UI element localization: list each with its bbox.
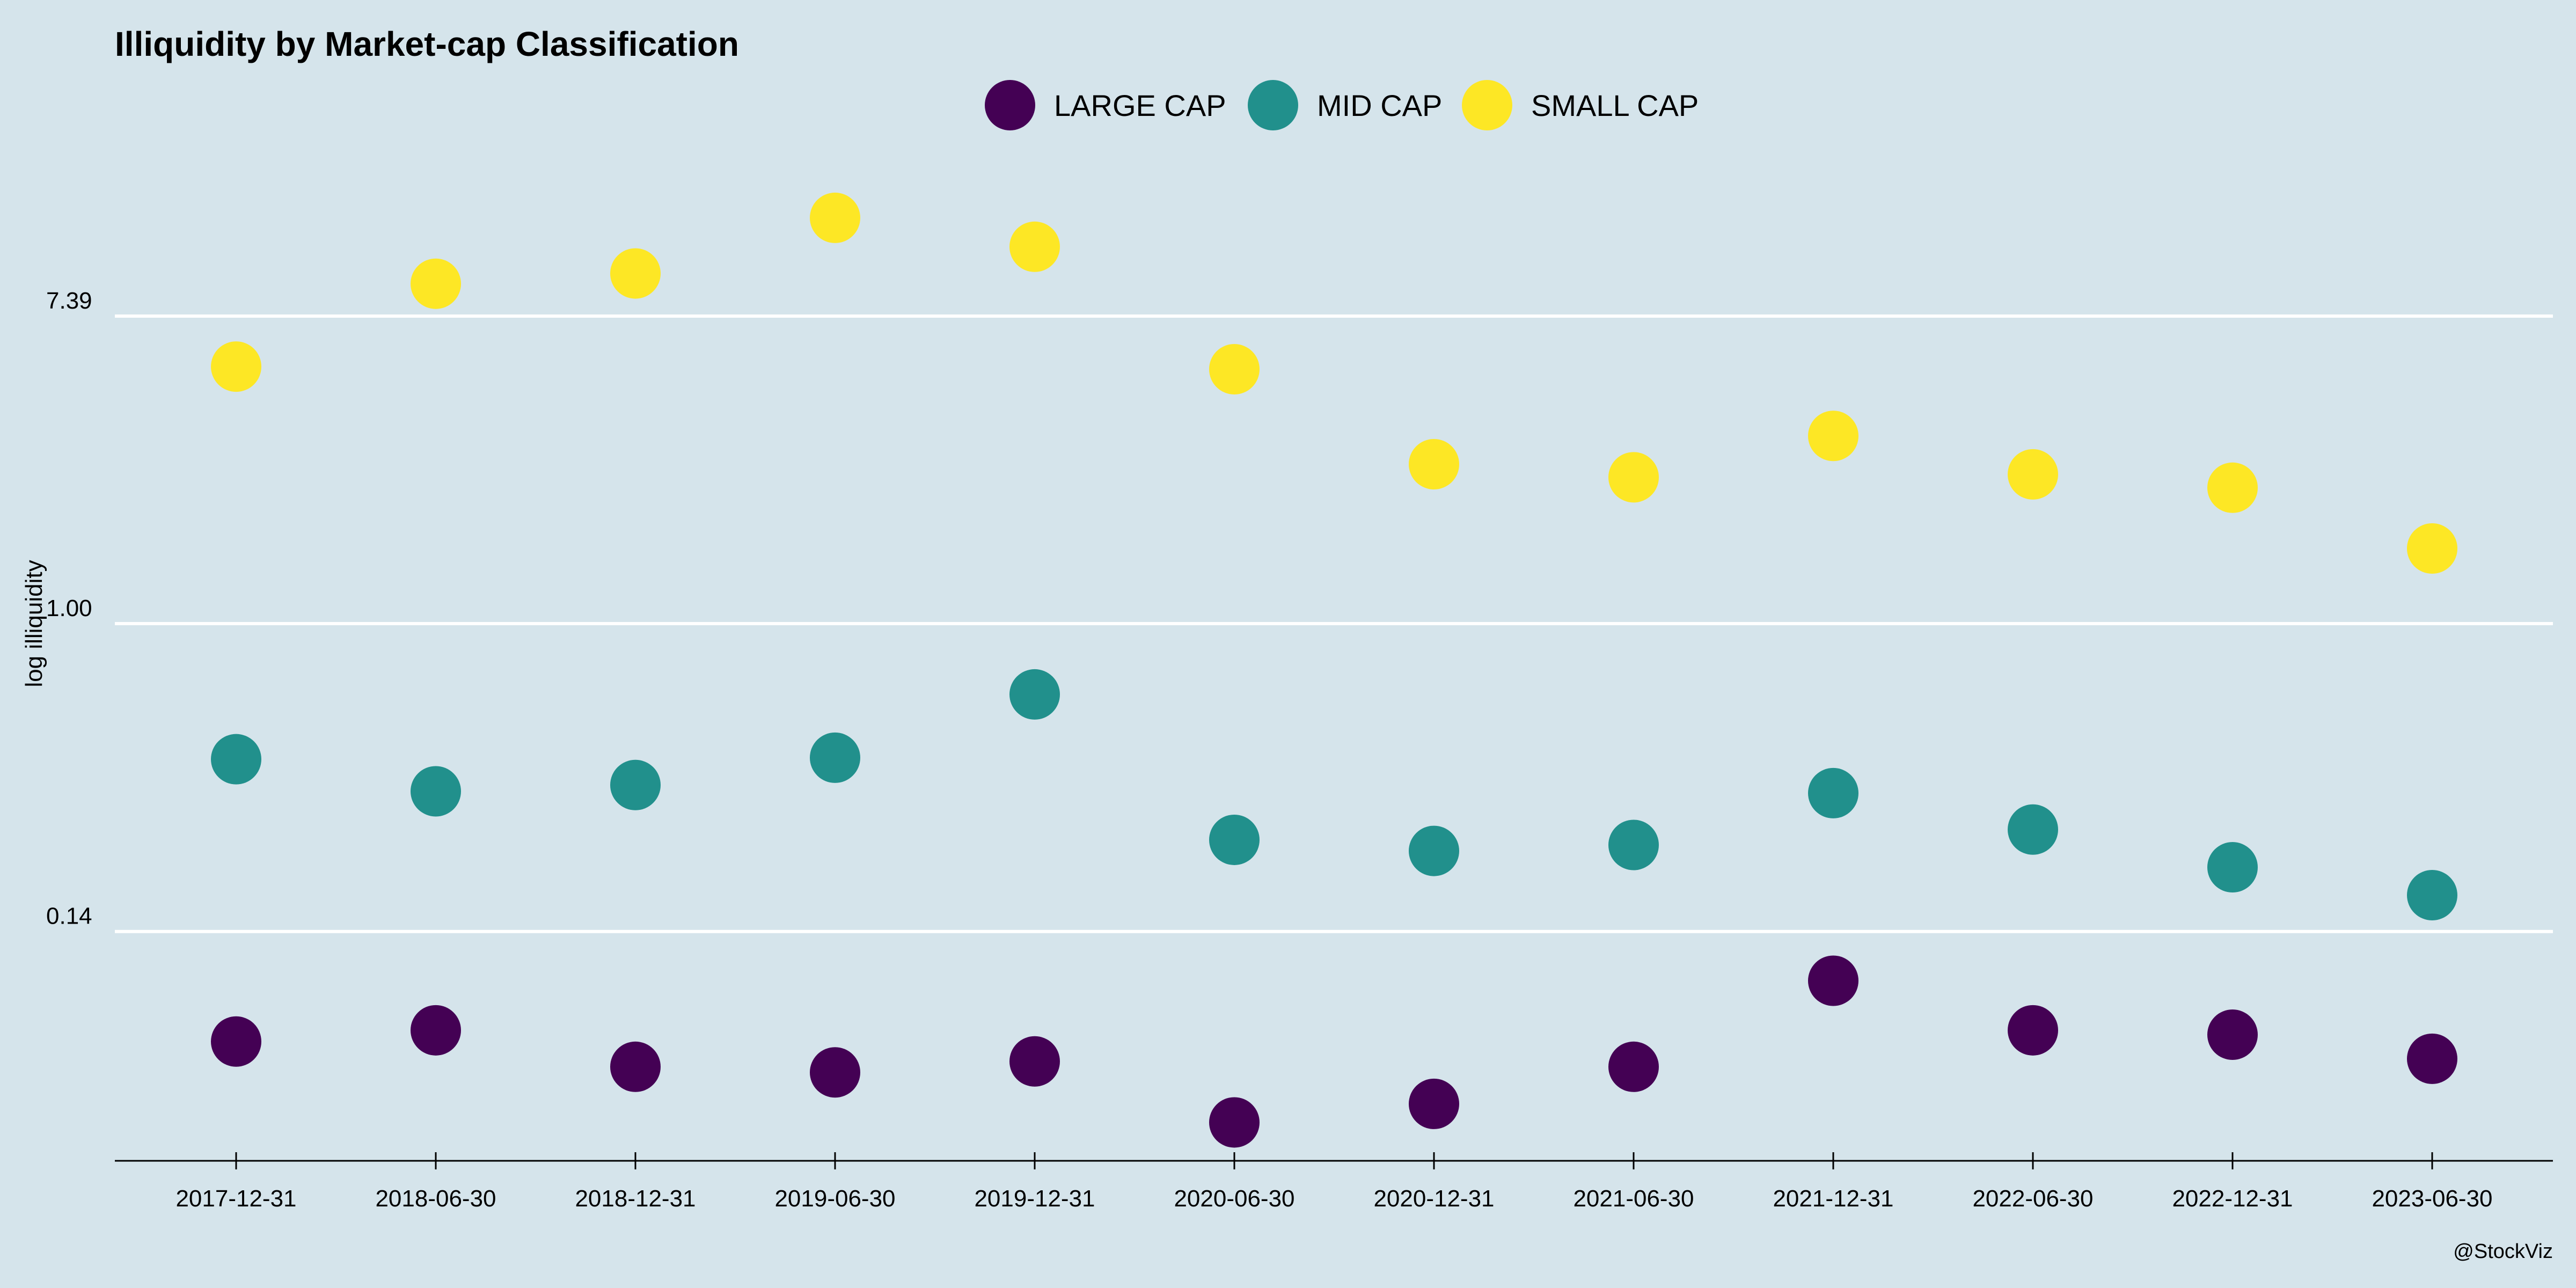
point-small-cap [2008,449,2058,500]
legend: LARGE CAP MID CAP SMALL CAP [985,80,1699,130]
point-small-cap [411,259,461,309]
x-tick-label: 2022-06-30 [1972,1185,2093,1212]
legend-swatch [1248,80,1298,130]
point-mid-cap [1608,819,1659,870]
point-large-cap [211,1016,261,1067]
x-tick-label: 2019-06-30 [774,1185,895,1212]
legend-label: MID CAP [1317,89,1442,122]
point-large-cap [810,1047,860,1097]
caption: @StockViz [2453,1240,2553,1263]
point-small-cap [1209,344,1260,394]
point-small-cap [211,341,261,392]
x-tick-label: 2019-12-31 [974,1185,1095,1212]
point-large-cap [2207,1009,2258,1060]
point-large-cap [1009,1036,1060,1087]
point-large-cap [1409,1079,1459,1129]
point-small-cap [1009,222,1060,272]
point-mid-cap [2407,870,2457,920]
x-tick-label: 2021-12-31 [1773,1185,1893,1212]
point-small-cap [2207,463,2258,513]
x-tick-label: 2020-06-30 [1174,1185,1294,1212]
point-mid-cap [810,733,860,783]
point-small-cap [1808,411,1858,461]
legend-swatch [985,80,1035,130]
grid [115,316,2553,932]
point-large-cap [1209,1097,1260,1147]
point-mid-cap [2207,842,2258,892]
x-tick-label: 2020-12-31 [1373,1185,1494,1212]
point-mid-cap [1209,815,1260,865]
point-small-cap [2407,523,2457,574]
legend-label: SMALL CAP [1531,89,1699,122]
y-axis: 0.14 1.00 7.39 [46,288,92,930]
point-mid-cap [610,760,661,810]
point-small-cap [1608,452,1659,502]
point-large-cap [610,1042,661,1092]
x-tick-label: 2022-12-31 [2172,1185,2293,1212]
point-small-cap [610,248,661,299]
point-large-cap [1808,955,1858,1006]
y-axis-label: log illiquidity [21,560,47,687]
chart-title: Illiquidity by Market-cap Classification [115,25,739,63]
point-large-cap [1608,1042,1659,1092]
x-tick-label: 2018-12-31 [575,1185,696,1212]
y-tick-label: 0.14 [46,903,92,930]
x-tick-label: 2018-06-30 [375,1185,496,1212]
point-mid-cap [1808,768,1858,818]
data-points [211,193,2457,1148]
x-tick-label: 2021-06-30 [1573,1185,1694,1212]
legend-swatch [1462,80,1512,130]
y-tick-label: 1.00 [46,595,92,621]
point-mid-cap [2008,804,2058,855]
point-large-cap [411,1005,461,1056]
point-mid-cap [411,766,461,816]
point-mid-cap [1009,669,1060,720]
point-small-cap [1409,439,1459,489]
x-tick-label: 2023-06-30 [2372,1185,2492,1212]
point-large-cap [2008,1005,2058,1056]
point-mid-cap [211,734,261,785]
point-mid-cap [1409,826,1459,876]
y-tick-label: 7.39 [46,288,92,314]
point-small-cap [810,193,860,243]
point-large-cap [2407,1034,2457,1084]
legend-label: LARGE CAP [1054,89,1226,122]
x-tick-label: 2017-12-31 [175,1185,296,1212]
